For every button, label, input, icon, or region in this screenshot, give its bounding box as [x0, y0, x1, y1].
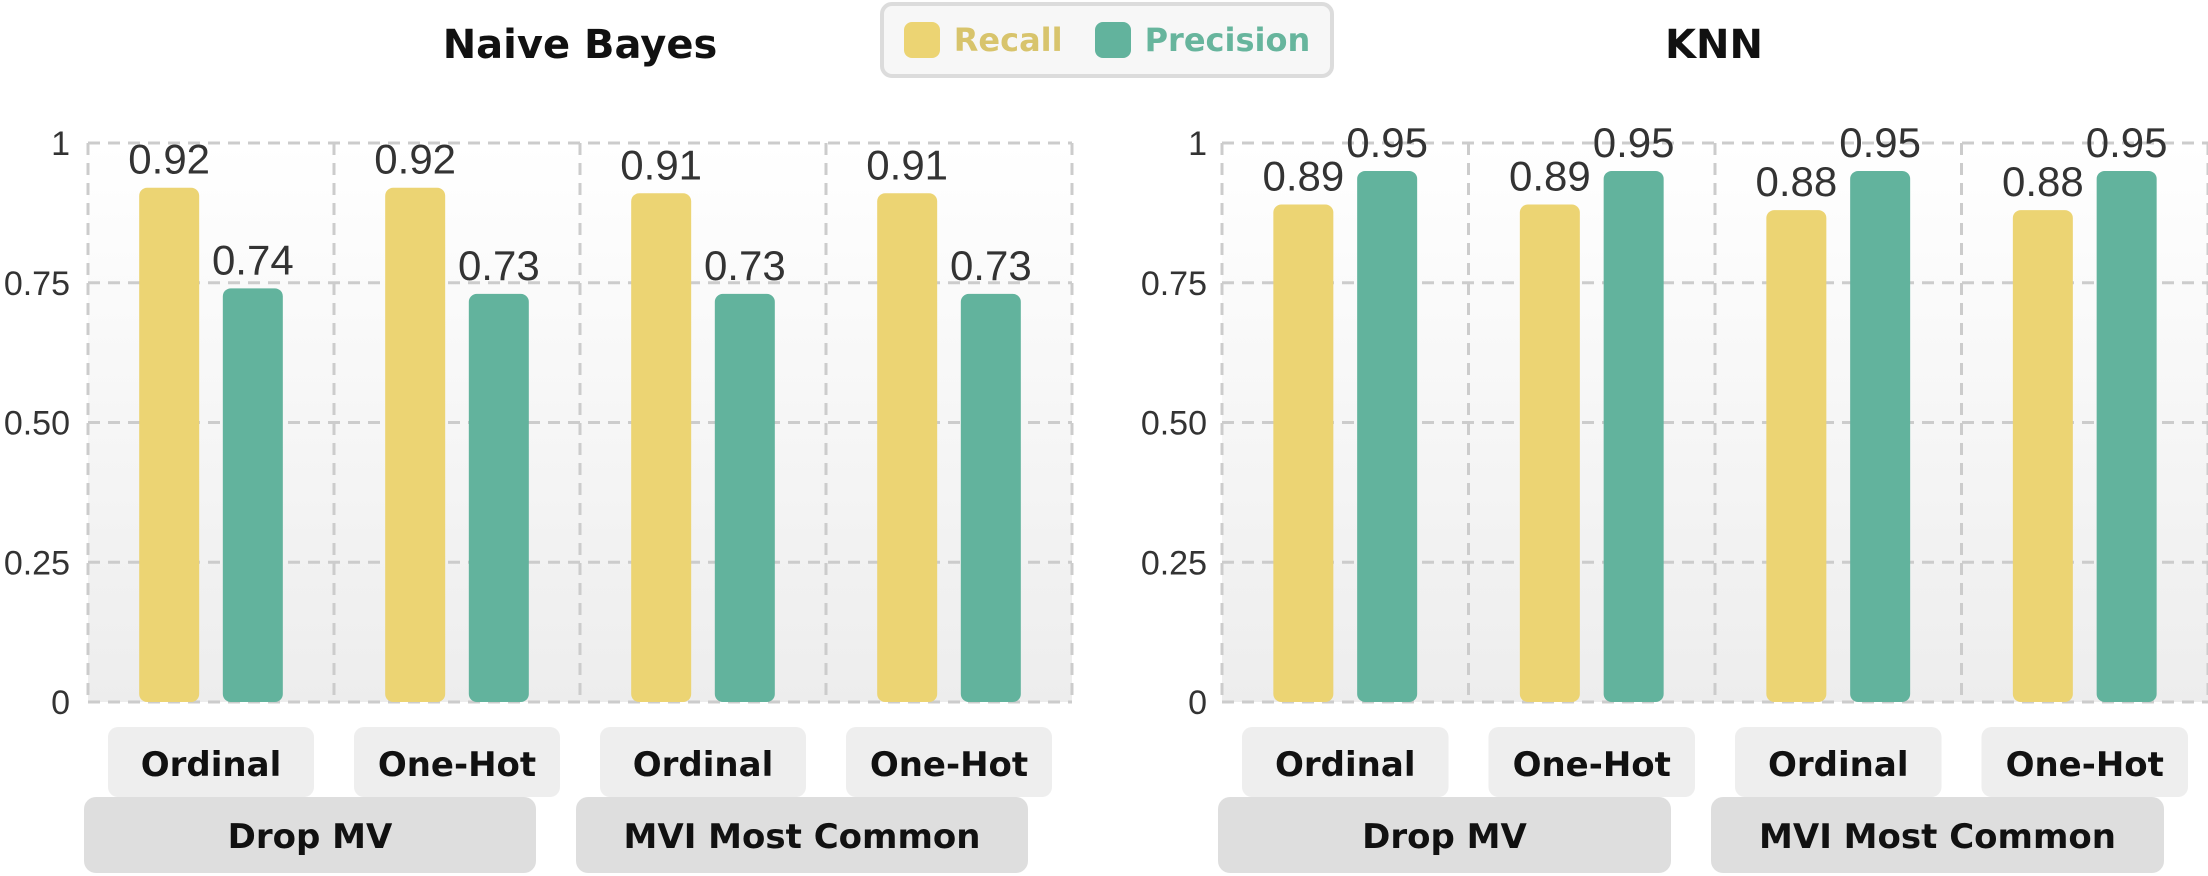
bar-value-label: 0.74: [212, 236, 294, 283]
legend: Recall Precision: [880, 2, 1334, 78]
category-label: One-Hot: [1513, 745, 1671, 785]
category-label: Ordinal: [633, 745, 773, 785]
category-label-box: [1981, 727, 2188, 797]
y-tick-label: 0.50: [4, 405, 70, 443]
group-label: Drop MV: [1362, 817, 1527, 857]
bar-precision: [1850, 170, 1911, 702]
y-tick-label: 0.50: [1141, 405, 1207, 443]
bar-recall: [139, 187, 200, 703]
legend-label-recall: Recall: [953, 21, 1063, 59]
chart-panel-2: KNN00.250.500.7510.890.95Ordinal0.890.95…: [1141, 22, 2208, 873]
y-tick-label: 0.25: [1141, 544, 1207, 582]
bar-precision: [1603, 170, 1664, 702]
bar-recall: [877, 193, 938, 702]
chart-title: Naive Bayes: [443, 22, 718, 68]
group-label-box: [84, 797, 536, 873]
category-label-box: [1735, 727, 1942, 797]
bar-recall: [1766, 210, 1827, 702]
chart-panel-1: Naive Bayes 0 0.25 0.50 0.75 1 0.92 0.74 Ordinal…: [4, 22, 1074, 873]
legend-label-precision: Precision: [1144, 21, 1311, 59]
category-label: Ordinal: [1768, 745, 1908, 785]
bar-precision: [222, 288, 283, 702]
bar-value-label: 0.73: [458, 242, 540, 289]
y-tick-label: 0: [1188, 684, 1207, 722]
group-label-box: [1218, 797, 1671, 873]
y-tick-label: 1: [51, 125, 70, 163]
bar-value-label: 0.89: [1262, 152, 1344, 199]
bar-recall: [1273, 204, 1334, 703]
bar-value-label: 0.95: [1593, 119, 1675, 166]
y-tick-label: 0.75: [1141, 265, 1207, 303]
bar-recall: [1519, 204, 1580, 703]
y-tick-label: 1: [1188, 125, 1207, 163]
legend-item-precision: Precision: [1094, 21, 1311, 59]
category-label: Ordinal: [141, 745, 281, 785]
bar-precision: [714, 293, 775, 702]
bar-value-label: 0.95: [1839, 119, 1921, 166]
group-label: MVI Most Common: [1759, 817, 2116, 857]
category-label: Ordinal: [1275, 745, 1415, 785]
y-tick-label: 0: [51, 684, 70, 722]
bar-value-label: 0.95: [2086, 119, 2168, 166]
category-label-box: [1242, 727, 1449, 797]
bar-value-label: 0.91: [866, 141, 948, 188]
bar-value-label: 0.88: [1755, 158, 1837, 205]
bar-recall: [385, 187, 446, 703]
bar-recall: [631, 193, 692, 702]
category-label-box: [600, 727, 806, 797]
category-label-box: [108, 727, 314, 797]
category-label: One-Hot: [2006, 745, 2164, 785]
bar-precision: [468, 293, 529, 702]
group-label: MVI Most Common: [624, 817, 981, 857]
category-label: One-Hot: [378, 745, 536, 785]
bar-value-label: 0.91: [620, 141, 702, 188]
chart-title: KNN: [1665, 22, 1763, 68]
bar-value-label: 0.92: [128, 136, 210, 183]
bar-value-label: 0.89: [1509, 152, 1591, 199]
bar-value-label: 0.73: [704, 242, 786, 289]
bar-recall: [2012, 210, 2073, 702]
bar-value-label: 0.88: [2002, 158, 2084, 205]
y-tick-label: 0.75: [4, 265, 70, 303]
bar-value-label: 0.95: [1346, 119, 1428, 166]
bar-precision: [1357, 170, 1418, 702]
legend-item-recall: Recall: [903, 21, 1063, 59]
category-label-box: [846, 727, 1052, 797]
bar-precision: [2096, 170, 2157, 702]
group-label-box: [1711, 797, 2164, 873]
bar-value-label: 0.73: [950, 242, 1032, 289]
legend-swatch-recall: [903, 22, 940, 58]
category-label: One-Hot: [870, 745, 1028, 785]
y-tick-label: 0.25: [4, 544, 70, 582]
legend-swatch-precision: [1094, 22, 1131, 58]
group-label: Drop MV: [228, 817, 393, 857]
bar-precision: [960, 293, 1021, 702]
group-label-box: [576, 797, 1028, 873]
category-label-box: [354, 727, 560, 797]
category-label-box: [1488, 727, 1695, 797]
bar-value-label: 0.92: [374, 136, 456, 183]
